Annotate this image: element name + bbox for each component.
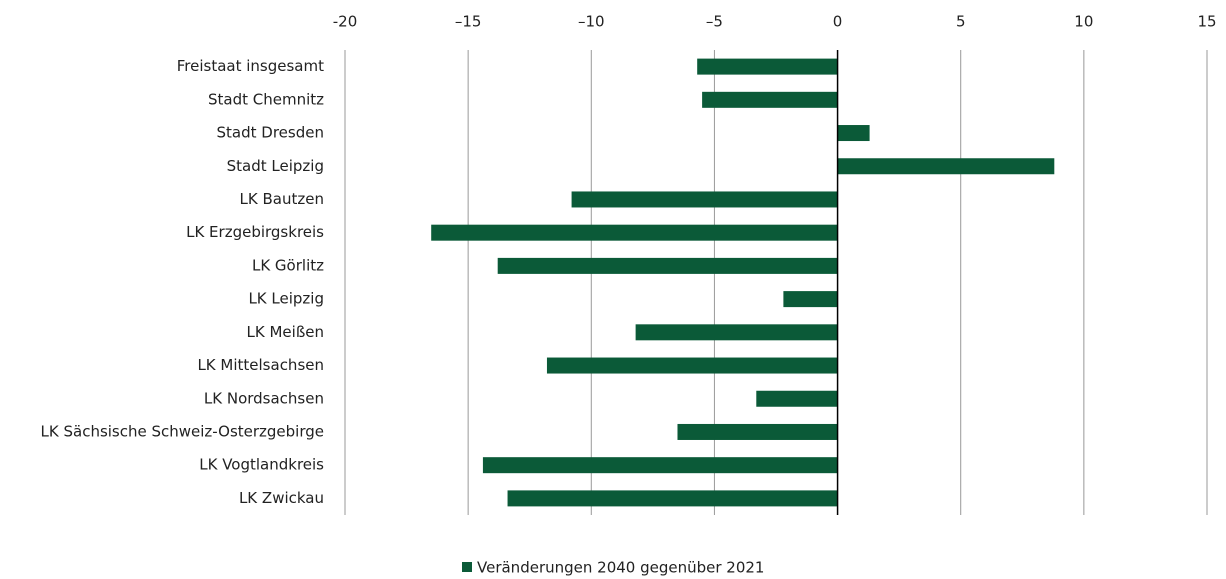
y-tick-label: LK Meißen	[247, 323, 324, 341]
bar	[677, 423, 838, 440]
bar	[431, 224, 838, 241]
bar	[783, 291, 838, 308]
bar	[697, 58, 838, 75]
x-tick-label: –5	[706, 13, 723, 31]
y-tick-label: Freistaat insgesamt	[177, 57, 324, 75]
y-tick-label: LK Mittelsachsen	[197, 356, 324, 374]
y-tick-label: LK Görlitz	[252, 256, 324, 274]
bar	[756, 390, 838, 407]
y-tick-label: LK Erzgebirgskreis	[186, 223, 324, 241]
y-tick-label: Stadt Dresden	[217, 124, 324, 142]
bar	[635, 324, 838, 341]
bar	[702, 91, 838, 108]
x-tick-label: 10	[1074, 13, 1093, 31]
bar	[571, 191, 838, 208]
x-tick-label: –10	[578, 13, 605, 31]
legend-swatch	[462, 562, 472, 572]
y-tick-label: Stadt Leipzig	[227, 157, 324, 175]
bar	[507, 490, 838, 507]
y-tick-label: LK Bautzen	[240, 190, 324, 208]
x-tick-label: 15	[1197, 13, 1216, 31]
y-tick-label: Stadt Chemnitz	[208, 90, 324, 108]
x-tick-label: -20	[333, 13, 358, 31]
y-tick-label: LK Leipzig	[248, 290, 324, 308]
y-tick-label: LK Nordsachsen	[204, 389, 324, 407]
bar	[482, 457, 838, 474]
bar	[837, 125, 870, 142]
x-tick-label: 0	[833, 13, 843, 31]
legend-label: Veränderungen 2040 gegenüber 2021	[477, 559, 764, 577]
bar	[497, 257, 838, 274]
y-tick-label: LK Sächsische Schweiz-Osterzgebirge	[41, 422, 324, 440]
x-tick-label: –15	[455, 13, 482, 31]
bar	[837, 158, 1055, 175]
bar	[546, 357, 838, 374]
x-tick-label: 5	[956, 13, 966, 31]
y-tick-label: LK Vogtlandkreis	[199, 456, 324, 474]
y-tick-label: LK Zwickau	[239, 489, 324, 507]
